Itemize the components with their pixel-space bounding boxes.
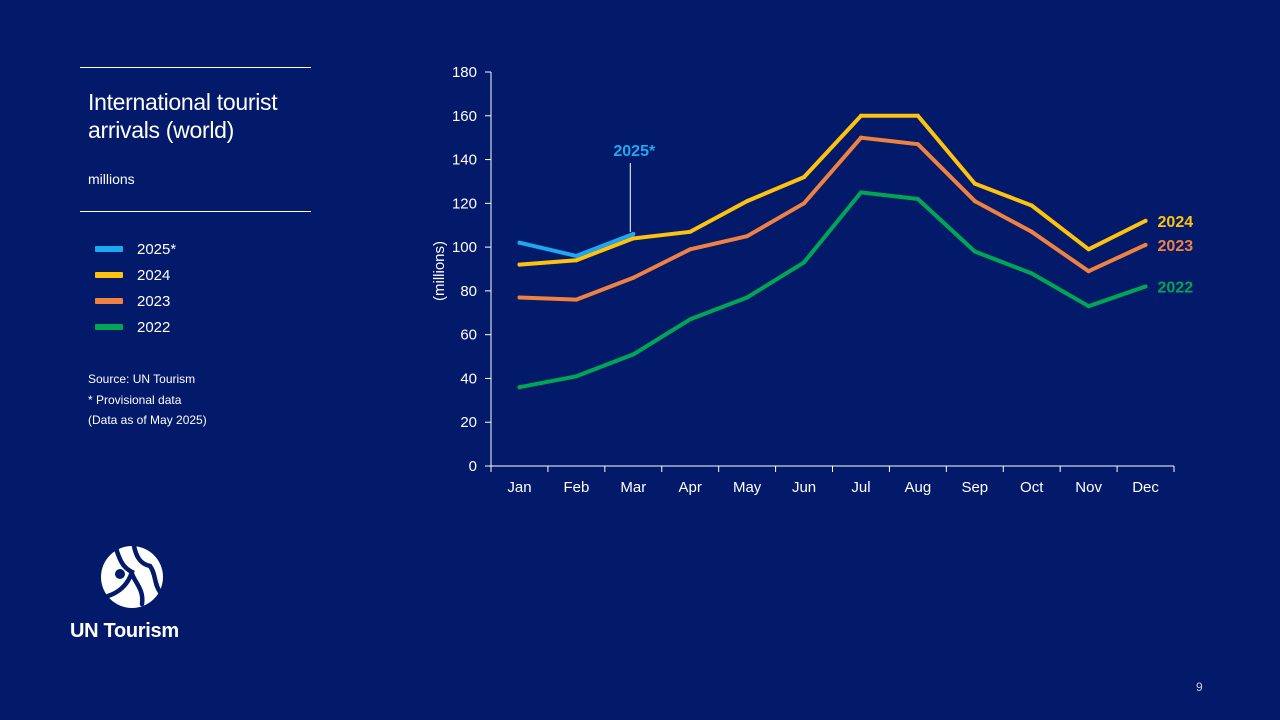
data-point-2024-jun [802,175,807,180]
globe-logo-icon [101,544,163,608]
data-point-2023-nov [1086,269,1091,274]
x-tick-label-jul: Jul [851,479,870,496]
end-label-2023: 2023 [1158,238,1194,255]
y-tick-label-140: 140 [452,152,477,169]
data-point-2023-mar [631,275,636,280]
x-tick-label-mar: Mar [620,479,646,496]
data-date-note: (Data as of May 2025) [88,413,207,427]
y-tick-label-60: 60 [460,327,477,344]
y-tick-label-80: 80 [460,283,477,300]
data-point-2023-jul [858,135,863,140]
logo-text: UN Tourism [70,620,179,642]
data-point-2022-feb [574,374,579,379]
data-point-2022-apr [688,317,693,322]
data-point-2022-oct [1029,271,1034,276]
x-tick-label-sep: Sep [961,479,988,496]
legend-item-2024: 2024 [95,262,176,288]
data-point-2023-may [745,234,750,239]
y-tick-label-100: 100 [452,239,477,256]
legend-label-2022: 2022 [137,318,171,336]
data-point-2024-mar [631,236,636,241]
x-tick-label-oct: Oct [1020,479,1044,496]
data-point-2024-dec [1143,218,1148,223]
end-label-2024: 2024 [1158,214,1194,231]
data-point-2022-nov [1086,304,1091,309]
y-tick-label-160: 160 [452,108,477,125]
data-point-2025-jan [517,240,522,245]
data-point-2023-aug [915,142,920,147]
data-point-2023-jan [517,295,522,300]
data-point-2022-jul [858,190,863,195]
data-point-2022-may [745,295,750,300]
x-tick-label-aug: Aug [905,479,932,496]
panel-subtitle: millions [88,171,135,187]
x-tick-label-jun: Jun [792,479,816,496]
y-tick-label-120: 120 [452,195,477,212]
legend-swatch-2023 [95,298,123,304]
un-tourism-logo: UN Tourism [68,544,208,654]
legend-item-2022: 2022 [95,314,176,340]
legend-swatch-2025 [95,246,123,252]
data-point-2023-feb [574,297,579,302]
legend-item-2025: 2025* [95,236,176,262]
bottom-rule [80,211,311,212]
data-point-2023-dec [1143,242,1148,247]
series-line-2022 [517,190,1148,390]
legend-label-2025: 2025* [137,240,177,258]
provisional-note: * Provisional data [88,392,182,407]
page-number: 9 [1196,680,1203,694]
data-point-2024-sep [972,181,977,186]
data-point-2022-jan [517,385,522,390]
legend-label-2023: 2023 [137,292,171,310]
series-line-2023 [517,135,1148,302]
data-point-2022-mar [631,352,636,357]
data-point-2022-dec [1143,284,1148,289]
y-tick-label-0: 0 [469,458,477,475]
data-point-2023-apr [688,247,693,252]
x-tick-label-may: May [733,479,762,496]
series-line-2024 [517,113,1148,267]
data-point-2023-sep [972,199,977,204]
data-point-2024-jul [858,113,863,118]
data-point-2023-jun [802,201,807,206]
source-notes: Source: UN Tourism * Provisional data (D… [88,369,207,431]
x-tick-label-jan: Jan [507,479,531,496]
x-tick-label-dec: Dec [1132,479,1159,496]
data-point-2024-oct [1029,203,1034,208]
y-tick-label-180: 180 [452,64,477,81]
legend-swatch-2022 [95,324,123,330]
data-point-2024-may [745,199,750,204]
data-point-2024-feb [574,258,579,263]
data-point-2024-jan [517,262,522,267]
annotation-label-2025: 2025* [613,143,656,160]
data-point-2023-oct [1029,229,1034,234]
end-label-2022: 2022 [1158,280,1194,297]
legend-swatch-2024 [95,272,123,278]
legend-item-2023: 2023 [95,288,176,314]
data-point-2022-aug [915,196,920,201]
x-tick-label-feb: Feb [563,479,589,496]
top-rule [80,67,311,68]
source-note: Source: UN Tourism [88,372,196,386]
legend-label-2024: 2024 [137,266,171,284]
y-tick-label-20: 20 [460,414,477,431]
data-point-2025-feb [574,253,579,258]
data-point-2022-jun [802,260,807,265]
y-axis-label: (millions) [431,241,448,301]
x-tick-label-apr: Apr [679,479,702,496]
data-point-2025-mar [631,231,636,236]
data-point-2024-nov [1086,247,1091,252]
data-point-2024-apr [688,229,693,234]
panel-title: International tourist arrivals (world) [88,89,278,143]
y-tick-label-40: 40 [460,370,477,387]
data-point-2022-sep [972,249,977,254]
x-tick-label-nov: Nov [1075,479,1102,496]
data-point-2024-aug [915,113,920,118]
chart-legend: 2025* 2024 2023 2022 [95,236,176,340]
